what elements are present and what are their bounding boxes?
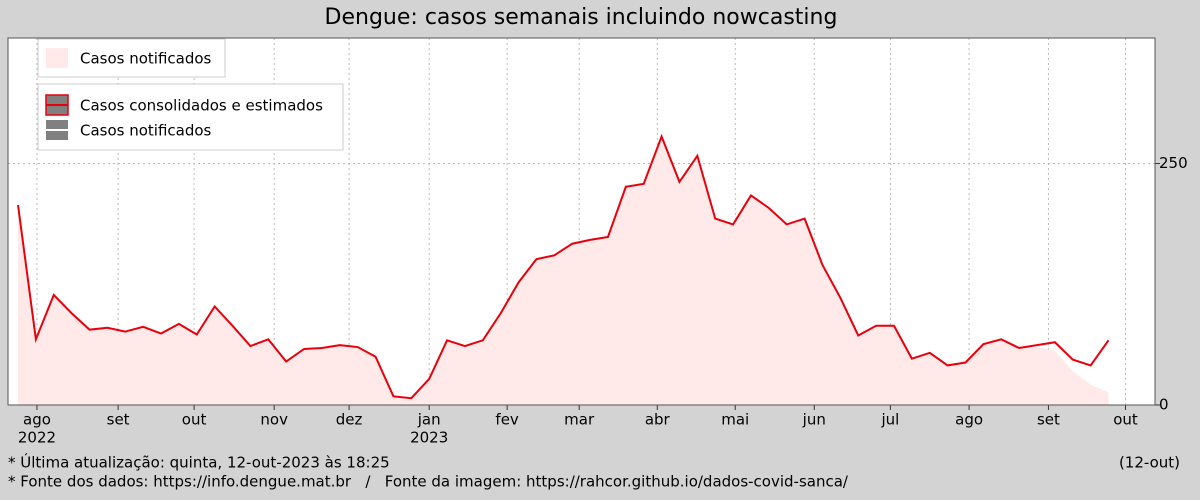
footer-update: * Última atualização: quinta, 12-out-202… (8, 453, 390, 472)
x-tick-label: set (1037, 411, 1060, 429)
area (18, 136, 1109, 405)
x-tick-label: nov (260, 411, 288, 429)
plot-border (7, 37, 1156, 406)
x-tick-label: fev (495, 411, 519, 429)
x-year-label: 2023 (410, 429, 448, 447)
footer-sources: * Fonte dos dados: https://info.dengue.m… (8, 473, 849, 491)
x-tick-label: mai (721, 411, 749, 429)
x-year-label: 2022 (18, 429, 56, 447)
x-tick-label: out (1113, 411, 1138, 429)
line (17, 133, 1110, 400)
y-tick-label: 250 (1159, 154, 1188, 172)
chart-title: Dengue: casos semanais incluindo nowcast… (325, 5, 838, 30)
x-tick-label: jul (880, 411, 899, 429)
legend-label: Casos notificados (80, 50, 212, 68)
footer-update-short: (12-out) (1119, 454, 1180, 472)
x-tick-label: ago (23, 411, 51, 429)
x-tick-label: mar (564, 411, 595, 429)
x-tick-label: set (107, 411, 130, 429)
legend-label: Casos consolidados e estimados (80, 97, 323, 115)
plot: ago set out nov dez jan fev mar abr mai jun jul ago s… (7, 37, 1188, 447)
x-tick-label: out (182, 411, 207, 429)
legend-box (37, 38, 226, 78)
x-tick-label: jan (417, 411, 441, 429)
legend-box (37, 83, 344, 151)
legend-label: Casos notificados (80, 122, 212, 140)
y-tick-label: 0 (1159, 396, 1169, 414)
legend-swatch (46, 48, 68, 68)
x-tick-label: abr (645, 411, 671, 429)
legends: Casos notificados Casos consolidados e e… (37, 38, 344, 151)
x-tick-label: dez (336, 411, 363, 429)
x-tick-label: jun (802, 411, 826, 429)
x-tick-label: ago (955, 411, 983, 429)
